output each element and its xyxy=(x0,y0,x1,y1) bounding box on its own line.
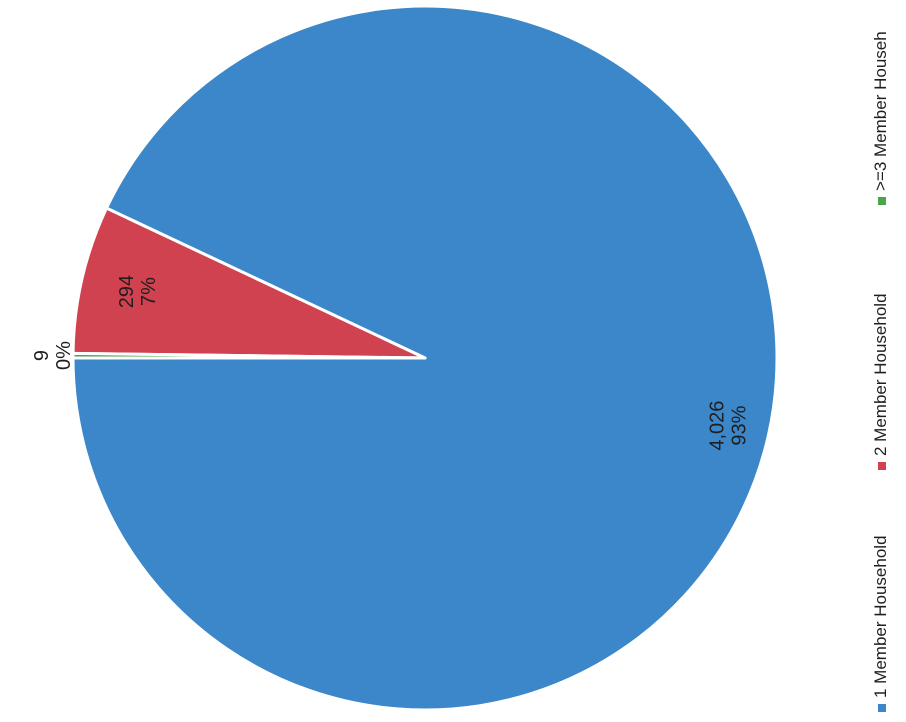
legend-label: 1 Member Household xyxy=(871,535,890,698)
legend-swatch xyxy=(878,462,886,470)
legend-item-1-member-household: 1 Member Household xyxy=(871,535,890,712)
percent-label: 93% xyxy=(728,405,750,445)
percent-label: 7% xyxy=(138,277,160,306)
legend-item-2-member-household: 2 Member Household xyxy=(871,293,890,470)
legend-swatch xyxy=(878,704,886,712)
legend-swatch xyxy=(878,197,886,205)
value-label: 4,026 xyxy=(706,401,728,451)
data-label-1-member-household: 4,026 93% xyxy=(706,401,750,451)
legend-label: 2 Member Household xyxy=(871,293,890,456)
value-label: 294 xyxy=(116,275,138,308)
legend: 1 Member Household 2 Member Household >=3 … xyxy=(871,31,890,712)
value-label: 9 xyxy=(31,350,53,361)
data-label-2-member-household: 294 7% xyxy=(116,275,160,308)
pie-slices xyxy=(71,4,779,712)
pie-slice-3-member-househ xyxy=(71,351,427,360)
data-labels: 4,026 93% 294 7% 9 0% xyxy=(31,275,750,451)
pie-slice-2-member-household xyxy=(71,206,427,360)
percent-label: 0% xyxy=(53,341,75,370)
legend-item-3-member-househ: >=3 Member Househ xyxy=(871,31,890,205)
legend-label: >=3 Member Househ xyxy=(871,31,890,191)
data-label-3-member-househ: 9 0% xyxy=(31,341,75,370)
